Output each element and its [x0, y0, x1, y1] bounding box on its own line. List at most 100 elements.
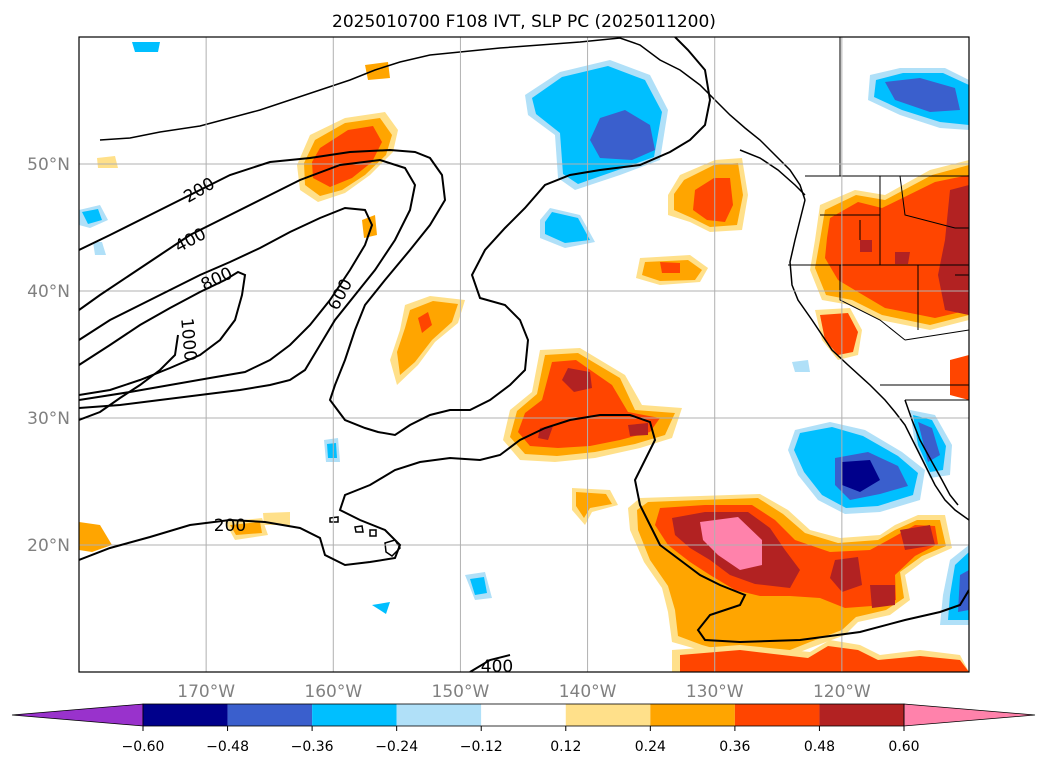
colorbar-segment: [481, 704, 566, 726]
anomaly-region: [825, 175, 969, 318]
latitude-labels: 20°N 30°N 40°N 50°N: [27, 155, 70, 556]
colorbar-tick-label: 0.36: [719, 739, 750, 755]
lat-tick-label: 40°N: [27, 282, 70, 302]
ivt-contour-200: [79, 37, 712, 437]
anomaly-region: [418, 312, 432, 333]
map-area: 200 400 600 800 1000 200 400: [79, 37, 969, 677]
colorbar-tick-label: 0.60: [888, 739, 919, 755]
anomaly-region: [842, 460, 880, 492]
anomaly-region: [700, 517, 762, 570]
lat-tick-label: 50°N: [27, 155, 70, 175]
colorbar-segment: [565, 704, 651, 726]
anomaly-region: [576, 492, 612, 518]
anomaly-region: [830, 557, 862, 592]
ivt-contour-200-south: [79, 414, 969, 644]
anomaly-region: [870, 585, 895, 608]
hawaiian-islands: [329, 516, 401, 557]
colorbar-tick-label: 0.48: [804, 739, 835, 755]
baja-coastline: [904, 399, 959, 506]
ivt-contour-600: [79, 206, 374, 401]
anomaly-region: [132, 42, 160, 52]
colorbar-tick-label: −0.12: [460, 739, 503, 755]
anomaly-region: [82, 209, 102, 224]
alaska-coastline: [99, 37, 806, 201]
lon-tick-label: 170°W: [177, 682, 235, 702]
anomaly-region: [590, 110, 655, 160]
anomaly-region: [312, 126, 382, 187]
negative-anomaly-regions: [79, 42, 969, 625]
lon-tick-label: 140°W: [559, 682, 617, 702]
anomaly-region: [263, 512, 290, 525]
colorbar-segment: [819, 704, 904, 726]
lon-tick-label: 130°W: [686, 682, 744, 702]
positive-anomaly-regions: [79, 62, 969, 672]
gridlines: [79, 37, 969, 672]
anomaly-region: [958, 570, 969, 612]
west-coast-coastline: [789, 199, 969, 521]
colorbar: −0.60 −0.48 −0.36 −0.24 −0.12 0.12 0.24 0.36 0.4…: [11, 703, 1036, 755]
lat-tick-label: 30°N: [27, 409, 70, 429]
ivt-contour-400-south: [469, 654, 511, 672]
vancouver-island-coastline: [739, 149, 806, 196]
contour-label: 1000: [176, 317, 200, 362]
contour-label: 200: [214, 516, 246, 536]
longitude-labels: 170°W 160°W 150°W 140°W 130°W 120°W: [177, 682, 871, 702]
state-border: [839, 265, 906, 341]
colorbar-tick-label: −0.60: [122, 739, 165, 755]
colorbar-segment: [734, 704, 820, 726]
hawaii-island: [384, 539, 401, 557]
anomaly-region: [628, 423, 648, 436]
anomaly-region: [792, 360, 810, 372]
anomaly-region: [660, 262, 680, 273]
colorbar-tick-label: 0.24: [635, 739, 666, 755]
state-border: [955, 227, 969, 276]
ivt-contour-400: [79, 158, 417, 409]
colorbar-outline: [142, 703, 905, 727]
colorbar-tick-label: −0.24: [375, 739, 418, 755]
anomaly-region: [562, 368, 592, 392]
anomaly-region: [362, 215, 377, 238]
colorbar-extend-low: [11, 703, 144, 727]
anomaly-region: [900, 525, 935, 550]
anomaly-region: [372, 602, 390, 614]
lon-tick-label: 160°W: [304, 682, 362, 702]
anomaly-region: [97, 156, 118, 168]
contour-label: 400: [481, 657, 513, 677]
map-frame: [78, 36, 970, 673]
anomaly-region: [365, 62, 390, 80]
colorbar-segment: [650, 704, 735, 726]
anomaly-region: [938, 185, 969, 315]
coastlines: [99, 37, 969, 521]
colorbar-tick-label: −0.48: [206, 739, 249, 755]
colorbar-segment: [312, 704, 397, 726]
colorbar-segment: [396, 704, 482, 726]
lon-tick-label: 120°W: [813, 682, 871, 702]
anomaly-region: [397, 301, 458, 375]
anomaly-region: [327, 443, 337, 458]
anomaly-region: [470, 577, 487, 595]
colorbar-tick-label: −0.36: [291, 739, 334, 755]
colorbar-segment: [227, 704, 313, 726]
lon-tick-label: 150°W: [432, 682, 490, 702]
anomaly-region: [93, 242, 106, 255]
borders: [788, 37, 969, 401]
ivt-contours: [79, 37, 969, 672]
colorbar-tick-label: 0.12: [550, 739, 581, 755]
kauai-island: [329, 516, 339, 523]
anomaly-region: [950, 355, 969, 400]
state-border: [904, 329, 969, 341]
maui-island: [369, 529, 377, 537]
anomaly-region: [693, 178, 733, 222]
anomaly-region: [895, 252, 910, 264]
anomaly-region: [820, 313, 858, 355]
lat-tick-label: 20°N: [27, 536, 70, 556]
anomaly-region: [545, 212, 590, 243]
oahu-island: [354, 525, 364, 533]
anomaly-region: [885, 78, 960, 112]
ivt-contour-1000: [79, 334, 179, 421]
anomaly-region: [918, 422, 940, 462]
anomaly-region: [860, 240, 872, 252]
anomaly-region: [230, 522, 262, 535]
colorbar-extend-high: [903, 703, 1036, 727]
